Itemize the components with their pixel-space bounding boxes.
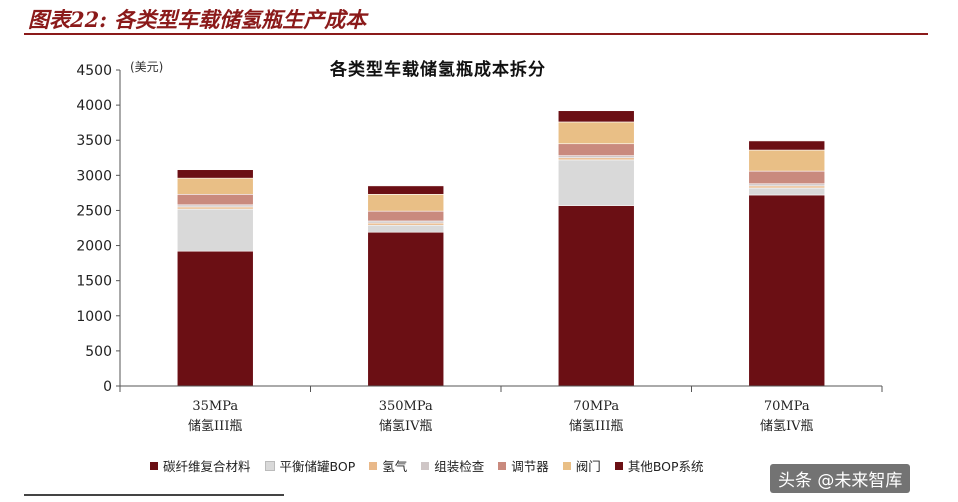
bar-segment-5-category-1 (176, 193, 254, 206)
bar-segment-5-category-4 (748, 170, 826, 185)
x-tick-label: 70MPa (573, 399, 619, 414)
y-axis: 0 500 1000 1500 2000 2500 3000 3500 4000 4500 (76, 63, 121, 395)
bar-segment-3-category-2 (367, 222, 445, 226)
y-axis-unit-label: (美元) (130, 60, 164, 74)
bars (176, 110, 826, 387)
y-tick-label: 2000 (76, 239, 112, 255)
x-axis: 35MPa 储氢III瓶 350MPa 储氢IV瓶 70MPa 储氢III瓶 70MPa 储氢… (119, 385, 883, 434)
y-tick-label: 3000 (76, 168, 112, 184)
caption-divider (24, 33, 928, 35)
y-tick-label: 1000 (76, 309, 112, 325)
legend-swatch (264, 460, 275, 471)
bar-segment-2-category-1 (176, 208, 254, 252)
bar-segment-4-category-2 (367, 220, 445, 224)
legend-swatch (369, 461, 378, 470)
legend-item: 调节器 (498, 456, 549, 475)
bar-segment-7-category-2 (367, 185, 445, 195)
y-tick-label: 4500 (76, 63, 112, 79)
bar-segment-5-category-2 (367, 210, 445, 222)
footer-divider (24, 494, 284, 496)
legend-swatch (421, 461, 430, 470)
legend-item: 组装检查 (421, 456, 484, 475)
chart-title: 各类型车载储氢瓶成本拆分 (330, 60, 546, 80)
watermark: 头条 @未来智库 (770, 464, 911, 493)
bar-segment-4-category-1 (176, 204, 254, 208)
legend-label: 平衡储罐BOP (279, 459, 356, 474)
bar-segment-4-category-3 (557, 155, 635, 159)
legend-label: 调节器 (511, 459, 549, 474)
bar-segment-3-category-3 (557, 157, 635, 161)
legend-label: 其他BOP系统 (627, 459, 704, 474)
bar-segment-2-category-4 (748, 187, 826, 196)
bar-segment-7-category-1 (176, 169, 254, 179)
bar-segment-1-category-1 (176, 250, 254, 387)
bar-segment-7-category-3 (557, 110, 635, 123)
y-tick-label: 3500 (76, 133, 112, 149)
bar-segment-3-category-4 (748, 185, 826, 189)
x-tick-label: 35MPa (192, 399, 238, 414)
legend-item: 平衡储罐BOP (264, 456, 356, 475)
legend: 碳纤维复合材料 平衡储罐BOP 氢气 组装检查 调节器 阀门 其他BOP系统 (150, 456, 704, 475)
legend-swatch (562, 461, 571, 470)
x-tick-label: 储氢IV瓶 (379, 419, 433, 434)
y-tick-label: 4000 (76, 98, 112, 114)
bar-segment-7-category-4 (748, 140, 826, 151)
legend-swatch (150, 461, 158, 470)
bar-segment-1-category-3 (557, 205, 635, 387)
x-tick-label: 350MPa (379, 399, 433, 414)
bar-segment-6-category-3 (557, 121, 635, 145)
bar-segment-2-category-2 (367, 224, 445, 233)
legend-item: 其他BOP系统 (614, 456, 704, 475)
y-tick-label: 1500 (76, 274, 112, 290)
x-tick-label: 储氢III瓶 (188, 419, 242, 434)
bar-segment-2-category-3 (557, 159, 635, 206)
legend-item: 氢气 (369, 456, 407, 475)
figure-caption: 图表22: 各类型车载储氢瓶生产成本 (28, 7, 367, 32)
bar-segment-5-category-3 (557, 143, 635, 156)
legend-item: 阀门 (562, 456, 601, 475)
bar-segment-6-category-2 (367, 193, 445, 212)
bar-segment-1-category-2 (367, 231, 445, 387)
bar-segment-6-category-4 (748, 149, 826, 172)
legend-label: 氢气 (382, 459, 408, 474)
bar-segment-6-category-1 (176, 177, 254, 195)
y-tick-label: 2500 (76, 203, 112, 219)
bar-segment-1-category-4 (748, 194, 826, 387)
legend-swatch (498, 461, 507, 470)
y-tick-label: 500 (85, 344, 112, 360)
legend-label: 阀门 (575, 459, 601, 474)
x-tick-label: 储氢III瓶 (569, 419, 623, 434)
y-tick-label: 0 (103, 379, 112, 395)
bar-segment-4-category-4 (748, 183, 826, 187)
legend-swatch (614, 461, 623, 470)
legend-label: 碳纤维复合材料 (163, 459, 251, 474)
x-tick-label: 70MPa (764, 399, 810, 414)
bar-segment-3-category-1 (176, 206, 254, 210)
legend-label: 组装检查 (434, 459, 485, 474)
legend-item: 碳纤维复合材料 (150, 456, 251, 475)
x-tick-label: 储氢IV瓶 (760, 419, 814, 434)
